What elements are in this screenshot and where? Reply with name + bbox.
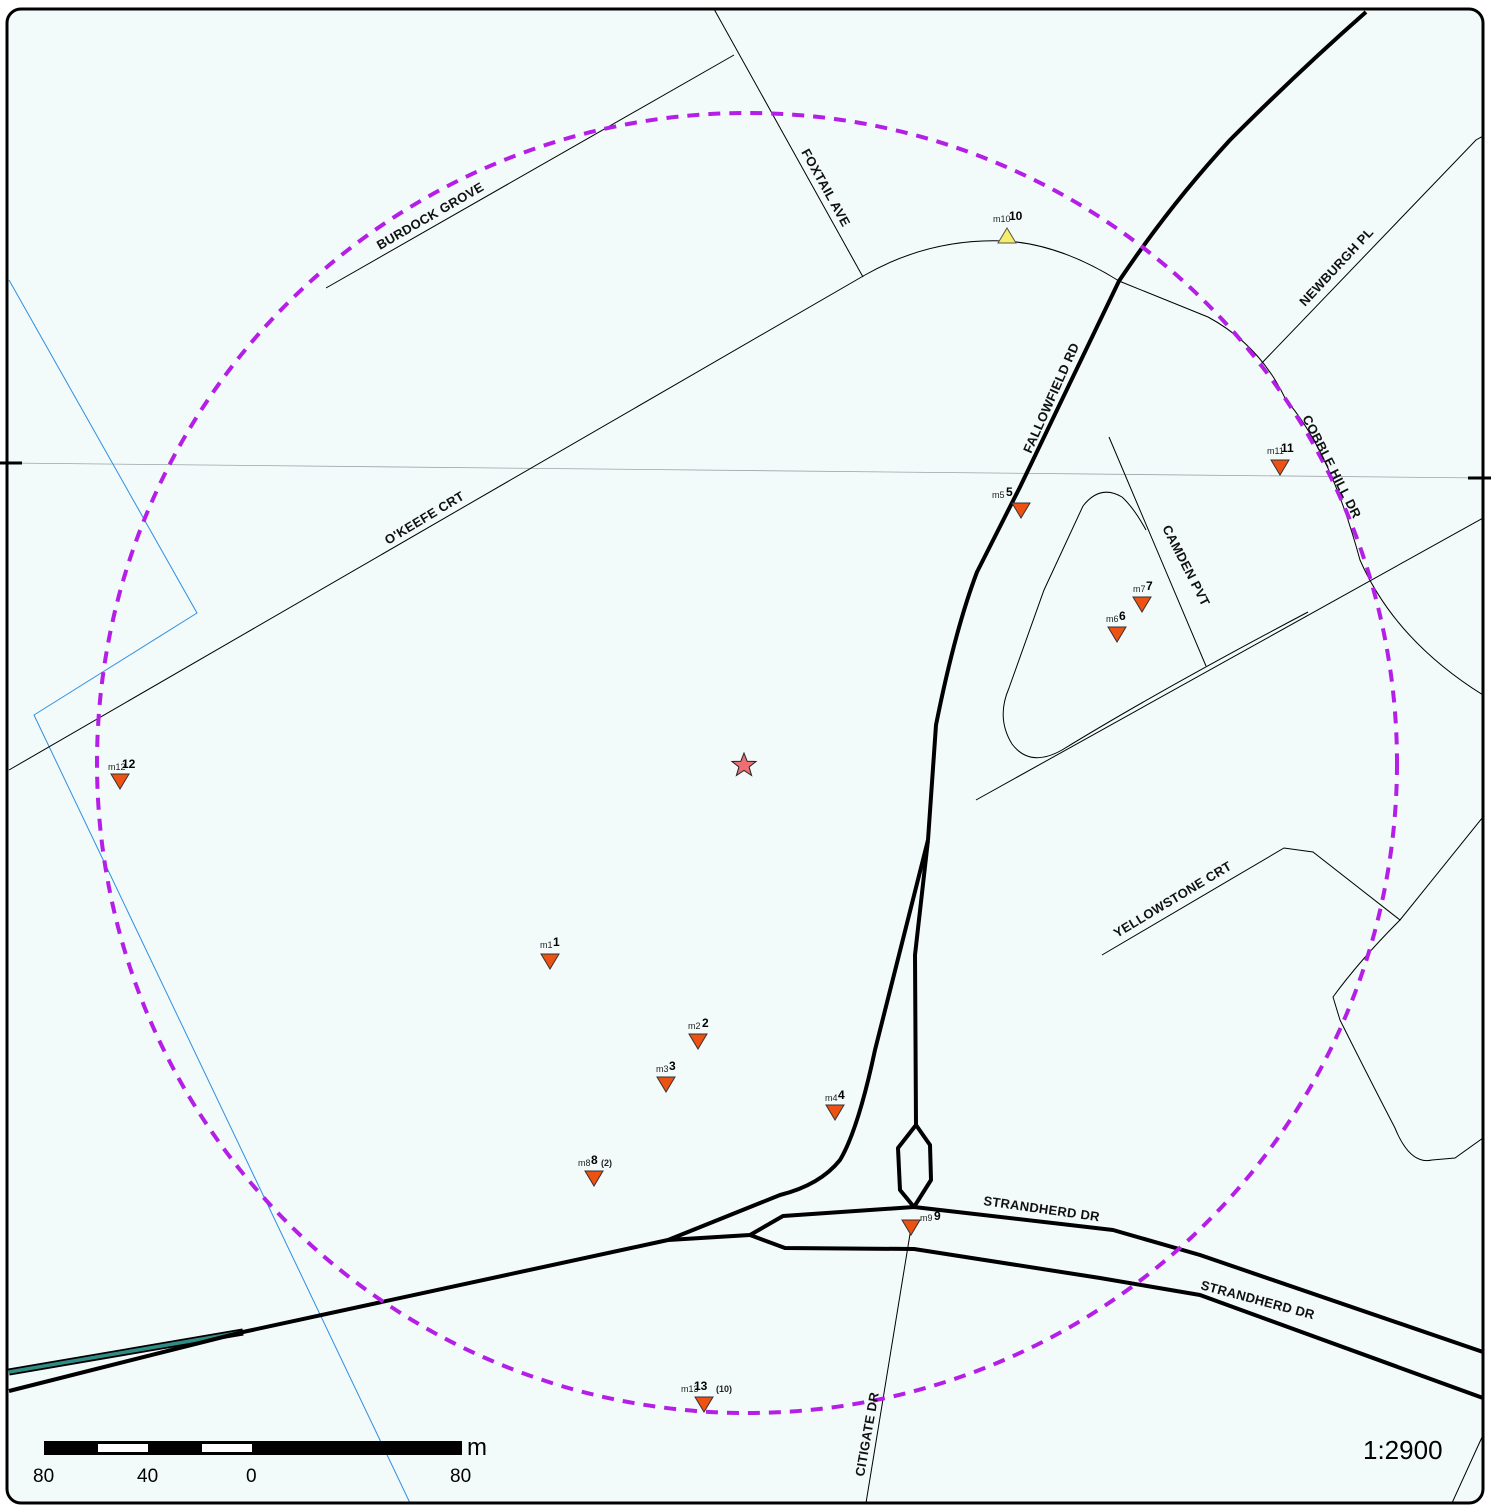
marker-up-triangle-icon[interactable]	[997, 227, 1017, 244]
scale-bar-label-3: 80	[450, 1466, 471, 1487]
marker-small-label: m1	[540, 940, 553, 950]
marker-down-triangle-icon[interactable]	[1132, 596, 1152, 613]
marker-small-label: m13	[681, 1384, 699, 1394]
scale-ratio: 1:2900	[1363, 1435, 1443, 1465]
marker-number-label: 5	[1006, 485, 1013, 499]
cobble-hill-road	[1285, 399, 1483, 696]
marker-number-label: 8	[591, 1153, 598, 1167]
fallowfield-rd-south	[667, 839, 930, 1242]
marker-number-label: 3	[669, 1059, 676, 1073]
strandherd-dr-lower	[749, 1233, 1483, 1400]
major-roads	[8, 10, 1483, 1400]
fallowfield-rd-road	[926, 10, 1368, 841]
marker-small-label: m12	[108, 762, 126, 772]
marker-number-label: 4	[838, 1088, 845, 1102]
marker-small-label: m2	[688, 1021, 701, 1031]
marker-m7[interactable]: m7 7	[1132, 579, 1153, 613]
camden-loop-road-2	[1002, 491, 1309, 759]
marker-small-label: m6	[1106, 614, 1119, 624]
marker-number-label: 1	[553, 935, 560, 949]
marker-m2[interactable]: m2 2	[688, 1016, 709, 1050]
marker-number-label: 13	[694, 1379, 708, 1393]
fallowfield-rd-ramp	[896, 839, 933, 1209]
marker-extra-label: (10)	[716, 1384, 732, 1394]
scale-bar-segment-white	[98, 1444, 148, 1452]
marker-small-label: m4	[825, 1093, 838, 1103]
scale-bar-unit: m	[467, 1434, 487, 1461]
map-frame	[5, 7, 1485, 1505]
scale-bar-label-1: 40	[137, 1466, 158, 1487]
marker-m1[interactable]: m1 1	[540, 935, 560, 970]
scale-bar-segment-white	[202, 1444, 252, 1452]
marker-down-triangle-icon[interactable]	[110, 773, 130, 790]
grid-line	[7, 462, 1483, 479]
citigate-dr-road	[865, 1227, 912, 1503]
parcel-boundary	[8, 279, 411, 1503]
scale-bar: m 80 40 0 80	[33, 1434, 487, 1487]
strandherd-dr-road	[8, 1205, 1483, 1393]
marker-down-triangle-icon[interactable]	[1011, 502, 1031, 519]
marker-m11[interactable]: m11 11	[1267, 441, 1294, 476]
camden-loop-road	[975, 517, 1483, 801]
marker-m4[interactable]: m4 4	[825, 1088, 845, 1121]
marker-small-label: m7	[1133, 584, 1146, 594]
marker-number-label: 11	[1281, 441, 1294, 455]
burdock-grove-road	[325, 54, 735, 289]
east-track-road	[1332, 919, 1483, 1162]
marker-down-triangle-icon[interactable]	[656, 1076, 676, 1093]
marker-small-label: m11	[1267, 446, 1284, 456]
search-radius-circle	[95, 111, 1399, 1415]
marker-m10[interactable]: m10 10	[993, 209, 1023, 244]
marker-m5[interactable]: m5 5	[992, 485, 1031, 519]
marker-down-triangle-icon[interactable]	[540, 953, 560, 970]
marker-m12[interactable]: m12 12	[108, 757, 136, 790]
marker-m9[interactable]: m9 9	[901, 1209, 941, 1236]
marker-number-label: 6	[1119, 609, 1126, 623]
marker-m8[interactable]: m8 8 (2)	[578, 1153, 612, 1187]
marker-small-label: m3	[656, 1064, 669, 1074]
marker-down-triangle-icon[interactable]	[1270, 459, 1290, 476]
marker-m6[interactable]: m6 6	[1106, 609, 1127, 643]
scale-bar-segment	[44, 1441, 462, 1455]
marker-extra-label: (2)	[601, 1158, 612, 1168]
marker-number-label: 7	[1146, 579, 1153, 593]
railway-line-inner	[8, 1330, 244, 1374]
marker-m3[interactable]: m3 3	[656, 1059, 676, 1093]
star-icon[interactable]	[730, 751, 758, 777]
marker-down-triangle-icon[interactable]	[694, 1396, 714, 1413]
southeast-road	[1451, 1434, 1483, 1503]
marker-small-label: m10	[993, 214, 1011, 224]
marker-down-triangle-icon[interactable]	[584, 1170, 604, 1187]
marker-number-label: 12	[122, 757, 136, 771]
scale-bar-label-0: 80	[33, 1466, 54, 1487]
marker-down-triangle-icon[interactable]	[901, 1219, 921, 1236]
yellowstone-crt-road	[1101, 816, 1483, 956]
okeefe-crt-road	[8, 240, 1287, 771]
marker-down-triangle-icon[interactable]	[825, 1104, 845, 1121]
marker-small-label: m9	[920, 1213, 933, 1223]
scale-bar-label-2: 0	[246, 1466, 257, 1487]
minor-roads	[8, 9, 1483, 1503]
marker-down-triangle-icon[interactable]	[1107, 626, 1127, 643]
marker-small-label: m5	[992, 490, 1005, 500]
foxtail-ave-road	[713, 9, 864, 278]
marker-m13[interactable]: m13 13 (10)	[681, 1379, 732, 1413]
newburgh-pl-road	[1258, 135, 1483, 367]
marker-number-label: 9	[934, 1209, 941, 1223]
marker-small-label: m8	[578, 1158, 591, 1168]
marker-down-triangle-icon[interactable]	[688, 1033, 708, 1050]
marker-number-label: 2	[702, 1016, 709, 1030]
marker-number-label: 10	[1009, 209, 1023, 223]
camden-pvt-road	[1108, 436, 1207, 667]
